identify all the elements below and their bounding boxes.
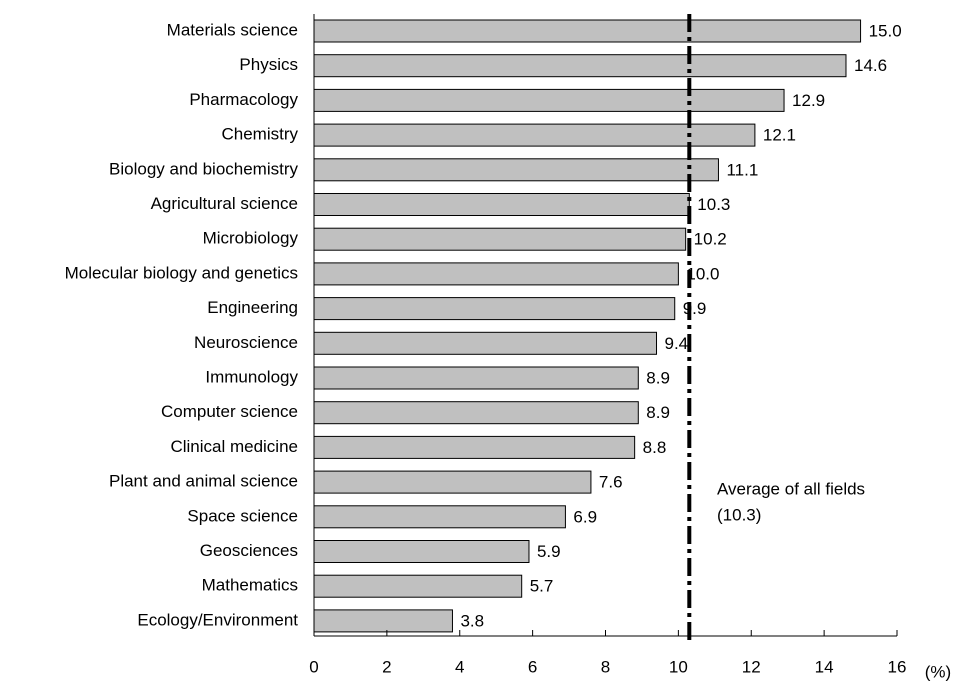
bar — [313, 505, 566, 529]
value-label: 14.6 — [854, 56, 887, 75]
y-tick-label: Mathematics — [202, 576, 298, 595]
y-tick-label: Immunology — [205, 367, 298, 386]
bar — [313, 262, 679, 286]
y-tick-label: Neuroscience — [194, 333, 298, 352]
value-label: 12.1 — [763, 126, 796, 145]
bar — [313, 574, 523, 598]
value-label: 10.2 — [694, 230, 727, 249]
y-tick-label: Ecology/Environment — [137, 610, 298, 629]
y-tick-label: Plant and animal science — [109, 472, 298, 491]
y-tick-label: Molecular biology and genetics — [65, 263, 298, 282]
reference-label: Average of all fields — [717, 479, 865, 498]
y-tick-label: Engineering — [207, 298, 298, 317]
y-tick-label: Computer science — [161, 402, 298, 421]
x-tick-label: 10 — [669, 657, 688, 676]
value-label: 5.9 — [537, 542, 561, 561]
value-label: 5.7 — [530, 577, 554, 596]
value-label: 9.4 — [665, 334, 689, 353]
x-tick-label: 4 — [455, 657, 464, 676]
value-label: 6.9 — [573, 507, 597, 526]
x-tick-label: 0 — [309, 657, 318, 676]
y-tick-label: Agricultural science — [151, 194, 298, 213]
y-tick-label: Physics — [239, 55, 298, 74]
value-label: 8.9 — [646, 403, 670, 422]
value-label: 3.8 — [460, 611, 484, 630]
value-label: 9.9 — [683, 299, 707, 318]
value-label: 10.3 — [697, 195, 730, 214]
bar — [313, 609, 453, 633]
x-tick-label: 16 — [888, 657, 907, 676]
bar — [313, 297, 676, 321]
y-tick-label: Materials science — [167, 20, 298, 39]
bar — [313, 470, 592, 494]
y-tick-label: Pharmacology — [189, 90, 298, 109]
y-tick-label: Space science — [187, 506, 298, 525]
x-tick-label: 8 — [601, 657, 610, 676]
bar — [313, 19, 862, 43]
value-label: 10.0 — [686, 264, 719, 283]
bar — [313, 227, 687, 251]
y-tick-label: Geosciences — [200, 541, 298, 560]
value-label: 8.8 — [643, 438, 667, 457]
x-tick-label: 6 — [528, 657, 537, 676]
value-label: 11.1 — [726, 160, 758, 179]
bar — [313, 540, 530, 563]
bar — [313, 193, 690, 216]
x-tick-label: 14 — [815, 657, 834, 676]
bar — [313, 401, 639, 425]
value-label: 15.0 — [869, 21, 902, 40]
bar — [313, 158, 719, 182]
y-tick-label: Chemistry — [221, 125, 298, 144]
bar — [313, 331, 658, 355]
value-label: 7.6 — [599, 473, 623, 492]
x-tick-label: 12 — [742, 657, 761, 676]
bar — [313, 88, 785, 112]
value-label: 12.9 — [792, 91, 825, 110]
x-tick-label: 2 — [382, 657, 391, 676]
y-tick-label: Biology and biochemistry — [109, 159, 298, 178]
bar — [313, 54, 847, 78]
reference-value-label: (10.3) — [717, 505, 761, 524]
y-tick-label: Microbiology — [203, 229, 299, 248]
x-axis-label: (%) — [925, 662, 951, 681]
bar — [313, 435, 636, 459]
value-label: 8.9 — [646, 368, 670, 387]
bar — [313, 366, 639, 390]
y-tick-label: Clinical medicine — [170, 437, 298, 456]
